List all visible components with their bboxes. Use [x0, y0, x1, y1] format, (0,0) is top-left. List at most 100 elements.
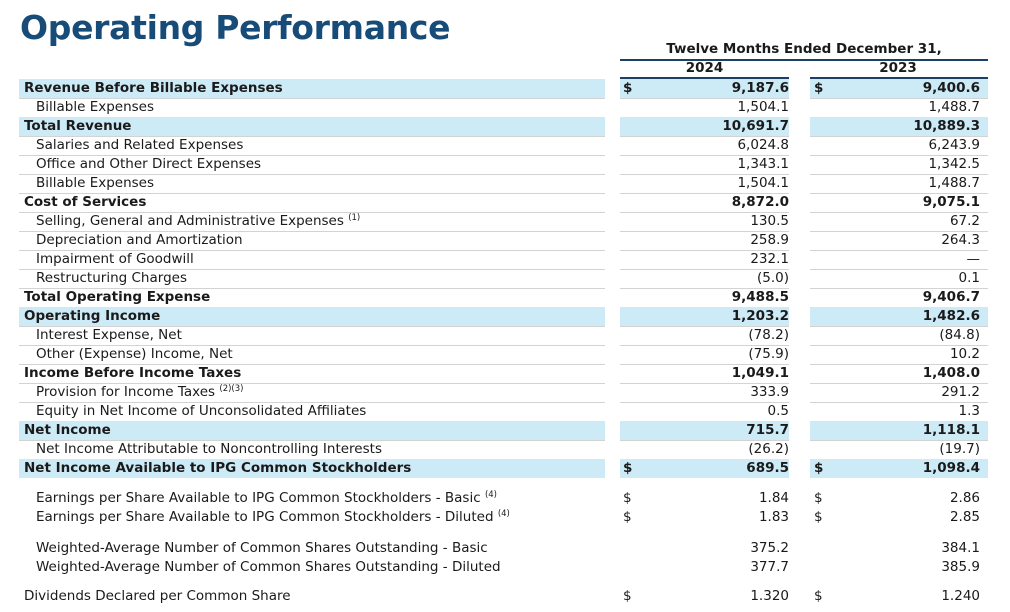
row-divider	[620, 212, 789, 213]
row-divider	[19, 98, 605, 99]
row-divider	[810, 269, 988, 270]
year-2024-header: 2024	[685, 60, 724, 76]
value-2024: (75.9)	[748, 346, 789, 362]
value-2024: 377.7	[750, 559, 789, 575]
row-label-text: Provision for Income Taxes	[36, 384, 216, 400]
row-label-text: Billable Expenses	[36, 99, 155, 115]
value-2023: 1,342.5	[928, 156, 980, 172]
row-highlight	[19, 459, 605, 478]
row-label: Cost of Services	[24, 193, 146, 212]
row-divider	[810, 402, 988, 403]
table-row: Billable Expenses 1,504.1 1,488.7	[0, 174, 1010, 194]
row-divider	[19, 345, 605, 346]
row-highlight	[810, 459, 988, 478]
value-2024: 689.5	[746, 460, 789, 476]
table-row: Other (Expense) Income, Net (75.9) 10.2	[0, 345, 1010, 365]
table-row: Office and Other Direct Expenses 1,343.1 1…	[0, 155, 1010, 175]
row-divider	[810, 364, 988, 365]
row-divider	[620, 250, 789, 251]
value-2023: 6,243.9	[928, 137, 980, 153]
row-label-text: Restructuring Charges	[36, 270, 187, 286]
value-2024: 715.7	[746, 422, 789, 438]
row-divider	[620, 269, 789, 270]
row-divider	[620, 383, 789, 384]
row-divider	[620, 136, 789, 137]
footnote-marker: (4)	[497, 509, 510, 519]
row-label: Other (Expense) Income, Net	[36, 345, 233, 364]
table-row: Income Before Income Taxes 1,049.1 1,408.0	[0, 364, 1010, 384]
row-divider	[620, 364, 789, 365]
row-label: Office and Other Direct Expenses	[36, 155, 261, 174]
table-row: Total Revenue 10,691.7 10,889.3	[0, 117, 1010, 137]
row-divider	[19, 193, 605, 194]
value-2024: 333.9	[750, 384, 789, 400]
row-label: Operating Income	[24, 307, 160, 326]
row-divider	[810, 212, 988, 213]
currency-2023: $	[814, 460, 824, 476]
value-2024: 6,024.8	[737, 137, 789, 153]
row-label-text: Earnings per Share Available to IPG Comm…	[36, 509, 494, 525]
currency-2024: $	[623, 490, 632, 506]
value-2024: 1,049.1	[731, 365, 789, 381]
row-divider	[620, 193, 789, 194]
value-2023: 291.2	[941, 384, 980, 400]
value-2023: 1,488.7	[928, 175, 980, 191]
row-label-text: Billable Expenses	[36, 175, 155, 191]
row-divider	[620, 231, 789, 232]
table-row: Net Income Available to IPG Common Stock…	[0, 459, 1010, 478]
row-label: Net Income Attributable to Noncontrollin…	[36, 440, 382, 459]
row-label: Billable Expenses	[36, 98, 154, 117]
year-2023-underline	[810, 77, 988, 79]
value-2024: 232.1	[750, 251, 789, 267]
row-divider	[620, 98, 789, 99]
row-label: Depreciation and Amortization	[36, 231, 243, 250]
value-2024: 258.9	[750, 232, 789, 248]
row-label: Revenue Before Billable Expenses	[24, 79, 283, 98]
row-label-text: Other (Expense) Income, Net	[36, 346, 233, 362]
row-label-text: Weighted-Average Number of Common Shares…	[36, 559, 501, 575]
value-2024: 1,504.1	[737, 175, 789, 191]
currency-2023: $	[814, 490, 823, 506]
value-2023: 1,488.7	[928, 99, 980, 115]
value-2024: 9,488.5	[731, 289, 789, 305]
value-2023: 384.1	[941, 540, 980, 556]
row-label-text: Interest Expense, Net	[36, 327, 182, 343]
row-divider	[810, 174, 988, 175]
row-divider	[810, 136, 988, 137]
value-2023: 0.1	[958, 270, 980, 286]
currency-2024: $	[623, 460, 633, 476]
table-row: Net Income 715.7 1,118.1	[0, 421, 1010, 441]
value-2024: (5.0)	[756, 270, 789, 286]
row-highlight	[620, 459, 789, 478]
value-2024: 130.5	[750, 213, 789, 229]
currency-2023: $	[814, 588, 823, 604]
row-label-text: Depreciation and Amortization	[36, 232, 243, 248]
row-divider	[19, 326, 605, 327]
row-highlight	[19, 79, 605, 98]
row-divider	[810, 231, 988, 232]
table-row: Operating Income 1,203.2 1,482.6	[0, 307, 1010, 327]
row-divider	[810, 250, 988, 251]
value-2024: 9,187.6	[731, 80, 789, 96]
value-2023: (84.8)	[939, 327, 980, 343]
table-row: Interest Expense, Net (78.2) (84.8)	[0, 326, 1010, 346]
row-label: Selling, General and Administrative Expe…	[36, 212, 360, 231]
value-2023: 9,075.1	[922, 194, 980, 210]
value-2023: 264.3	[941, 232, 980, 248]
value-2023: 10.2	[949, 346, 980, 362]
row-label-text: Cost of Services	[24, 194, 147, 210]
table-row: Weighted-Average Number of Common Shares…	[0, 558, 1010, 577]
row-divider	[810, 155, 988, 156]
value-2024: 1,343.1	[737, 156, 789, 172]
row-divider	[810, 98, 988, 99]
row-divider	[620, 288, 789, 289]
row-highlight	[810, 79, 988, 98]
row-divider	[620, 174, 789, 175]
row-label-text: Selling, General and Administrative Expe…	[36, 213, 344, 229]
value-2024: 1,203.2	[731, 308, 789, 324]
row-label-text: Salaries and Related Expenses	[36, 137, 244, 153]
table-row: Selling, General and Administrative Expe…	[0, 212, 1010, 232]
row-divider	[19, 250, 605, 251]
row-highlight	[620, 307, 789, 326]
row-divider	[19, 212, 605, 213]
